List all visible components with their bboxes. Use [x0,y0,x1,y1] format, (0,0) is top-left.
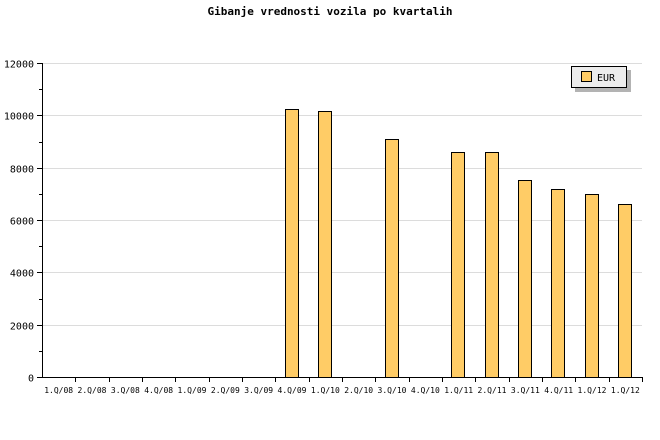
x-tick-label: 2.Q/09 [211,386,240,395]
y-tick-label: 6000 [10,217,34,228]
bar [485,152,499,378]
x-tick-label: 4.Q/11 [544,386,573,395]
legend-swatch [581,71,592,82]
legend: EUR [571,66,631,92]
bar [618,204,632,378]
x-tick-label: 2.Q/11 [478,386,507,395]
chart-title: Gibanje vrednosti vozila po kvartalih [207,5,452,18]
bar [585,194,599,378]
y-tick-label: 8000 [10,165,34,176]
y-tick-label: 4000 [10,269,34,280]
y-tick-label: 12000 [4,60,34,71]
y-tick-label: 10000 [4,112,34,123]
x-tick-label: 3.Q/10 [378,386,407,395]
bar [285,109,299,378]
x-tick-label: 2.Q/10 [344,386,373,395]
bar [451,152,465,378]
x-tick-label: 3.Q/08 [111,386,140,395]
bar [385,139,399,378]
x-tick-label: 1.Q/12 [578,386,607,395]
x-tick-label: 1.Q/10 [311,386,340,395]
x-tick-label: 1.Q/12 [611,386,640,395]
x-tick-label: 4.Q/08 [144,386,173,395]
x-tick-label: 4.Q/10 [411,386,440,395]
x-tick-label: 1.Q/11 [444,386,473,395]
x-tick-label: 1.Q/09 [178,386,207,395]
x-tick-label: 1.Q/08 [44,386,73,395]
bar [551,189,565,378]
x-tick-label: 4.Q/09 [278,386,307,395]
y-tick-label: 2000 [10,322,34,333]
x-tick-label: 2.Q/08 [78,386,107,395]
x-tick-label: 3.Q/09 [244,386,273,395]
y-tick-label: 0 [28,374,34,385]
bar [518,180,532,378]
legend-label: EUR [597,73,616,84]
x-tick-label: 3.Q/11 [511,386,540,395]
bar [318,111,332,378]
